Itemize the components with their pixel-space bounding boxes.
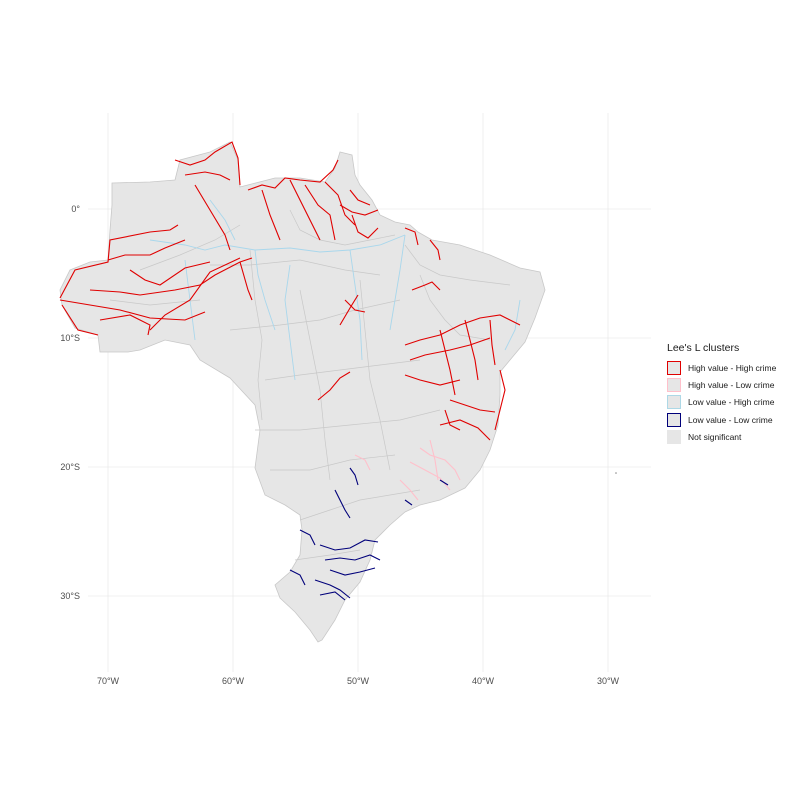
y-tick-label: 0°	[71, 204, 80, 214]
island-marker	[615, 472, 617, 474]
legend-swatch	[667, 377, 681, 392]
legend-item: High value - High crime	[667, 359, 776, 376]
y-axis-ticks: 0° 10°S 20°S 30°S	[60, 204, 80, 601]
legend-swatch	[667, 429, 681, 444]
legend-label: Low value - High crime	[688, 397, 775, 408]
x-tick-label: 50°W	[347, 676, 370, 686]
legend-item: Low value - Low crime	[667, 411, 776, 428]
y-tick-label: 30°S	[60, 591, 80, 601]
legend-items: High value - High crime High value - Low …	[667, 359, 776, 445]
brazil-land	[59, 141, 546, 643]
legend-label: Not significant	[688, 431, 742, 442]
y-tick-label: 10°S	[60, 333, 80, 343]
cluster-high-high	[59, 141, 521, 441]
x-tick-label: 60°W	[222, 676, 245, 686]
y-tick-label: 20°S	[60, 462, 80, 472]
x-tick-label: 30°W	[597, 676, 620, 686]
legend-label: High value - High crime	[688, 362, 777, 373]
legend: Lee's L clusters High value - High crime…	[667, 342, 776, 445]
x-tick-label: 70°W	[97, 676, 120, 686]
x-axis-ticks: 70°W 60°W 50°W 40°W 30°W	[97, 676, 620, 686]
legend-item: Not significant	[667, 428, 776, 445]
cluster-low-low	[289, 467, 449, 601]
legend-item: High value - Low crime	[667, 376, 776, 393]
legend-swatch	[667, 395, 681, 410]
legend-swatch	[667, 360, 681, 375]
legend-title: Lee's L clusters	[667, 342, 740, 354]
legend-swatch	[667, 412, 681, 427]
x-tick-label: 40°W	[472, 676, 495, 686]
cluster-high-low	[354, 439, 461, 501]
municipality-borders	[109, 209, 511, 561]
legend-item: Low value - High crime	[667, 394, 776, 411]
legend-label: Low value - Low crime	[688, 414, 773, 425]
legend-label: High value - Low crime	[688, 379, 775, 390]
